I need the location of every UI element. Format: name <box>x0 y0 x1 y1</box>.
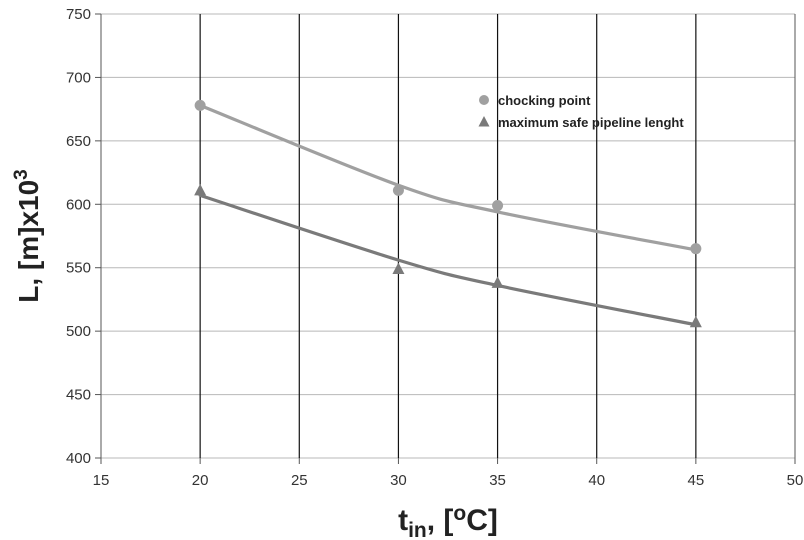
y-tick-label: 400 <box>66 450 91 467</box>
x-tick-label: 35 <box>489 472 506 489</box>
y-tick-label: 600 <box>66 196 91 213</box>
trend-line-1 <box>198 103 698 252</box>
x-axis-title-sup: o <box>453 502 466 525</box>
x-axis-title-rest: , [ <box>427 504 454 537</box>
y-tick-label: 500 <box>66 323 91 340</box>
y-tick-label: 550 <box>66 260 91 277</box>
data-point-triangle <box>491 276 504 288</box>
horizontal-gridlines <box>95 13 795 459</box>
y-tick-label: 750 <box>66 6 91 23</box>
legend-label: maximum safe pipeline lenght <box>498 115 684 130</box>
legend-marker-circle <box>479 95 489 105</box>
x-tick-labels: 15 20 25 30 35 40 45 50 <box>93 472 804 489</box>
y-axis-title-base: L, [m]x10 <box>13 180 44 303</box>
x-tick-label: 40 <box>588 472 605 489</box>
x-tick-label: 45 <box>688 472 705 489</box>
data-point-circle <box>690 243 702 255</box>
x-tick-label: 30 <box>390 472 407 489</box>
data-point-triangle <box>689 315 702 328</box>
y-tick-label: 700 <box>66 69 91 86</box>
x-tick-label: 25 <box>291 472 308 489</box>
data-point-circle <box>392 184 404 196</box>
legend-label: chocking point <box>498 93 591 108</box>
trend-lines <box>198 103 698 327</box>
data-point-triangle <box>194 183 207 196</box>
legend-marker-triangle <box>478 116 490 127</box>
x-tick-label: 15 <box>93 472 110 489</box>
data-markers <box>194 99 702 328</box>
data-point-circle <box>194 99 206 111</box>
vertical-gridlines <box>100 14 796 464</box>
y-tick-labels: 400 450 500 550 600 650 700 750 <box>66 6 91 467</box>
y-axis-title: L, [m]x103 <box>11 169 44 303</box>
x-axis-title: tin, [oC] <box>398 502 498 540</box>
y-tick-label: 650 <box>66 133 91 150</box>
x-tick-label: 20 <box>192 472 209 489</box>
x-axis-title-end: C] <box>466 504 498 537</box>
y-tick-label: 450 <box>66 387 91 404</box>
legend: chocking point maximum safe pipeline leng… <box>478 93 684 130</box>
data-point-circle <box>492 200 504 212</box>
x-tick-label: 50 <box>787 472 804 489</box>
plot-area <box>101 14 795 458</box>
trend-line-2 <box>198 193 698 327</box>
x-axis-title-base: t <box>398 504 408 537</box>
x-axis-title-sub: in <box>408 519 427 540</box>
y-axis-title-sup: 3 <box>11 169 32 180</box>
data-point-triangle <box>392 262 405 274</box>
